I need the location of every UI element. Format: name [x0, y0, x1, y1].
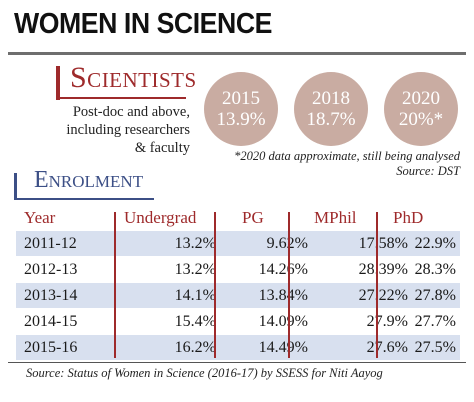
cell-undergrad: 15.4%: [174, 312, 216, 330]
scientists-source: Source: DST: [396, 164, 460, 178]
cell-pg: 14.26%: [258, 260, 308, 278]
cell-year: 2013-14: [24, 286, 78, 304]
stat-value: 13.9%: [216, 109, 266, 130]
cell-year: 2011-12: [24, 234, 77, 252]
stat-circle-2015: 2015 13.9%: [204, 72, 278, 146]
cell-year: 2014-15: [24, 312, 78, 330]
enrolment-heading: Enrolment: [34, 167, 144, 193]
cell-undergrad: 14.1%: [174, 286, 216, 304]
scientists-note: *2020 data approximate, still being anal…: [160, 149, 460, 179]
cell-undergrad: 16.2%: [174, 338, 216, 356]
stat-circle-2018: 2018 18.7%: [294, 72, 368, 146]
column-divider: [376, 212, 378, 358]
column-header-phd: PhD: [393, 208, 424, 227]
description-line: Post-doc and above,: [72, 104, 190, 120]
cell-mphil: 17.58%: [358, 234, 408, 252]
table-row: 2014-15 15.4% 14.09% 27.9% 27.7%: [16, 308, 460, 334]
infographic: [8, 4, 466, 396]
column-header-mphil: MPhil: [314, 208, 357, 227]
cell-mphil: 28.39%: [358, 260, 408, 278]
column-header-undergrad: Undergrad: [124, 208, 197, 227]
description-line: including researchers: [66, 122, 190, 138]
stat-year: 2020: [402, 88, 440, 109]
stat-year: 2018: [312, 88, 350, 109]
column-divider: [288, 212, 290, 358]
stat-year: 2015: [222, 88, 260, 109]
stat-value: 20%*: [398, 109, 444, 130]
stat-value: 18.7%: [306, 109, 356, 130]
table-row: 2012-13 13.2% 14.26% 28.39% 28.3%: [16, 256, 460, 282]
description-line: & faculty: [134, 140, 190, 156]
cell-phd: 27.7%: [414, 312, 456, 330]
cell-pg: 14.49%: [258, 338, 308, 356]
cell-phd: 28.3%: [414, 260, 456, 278]
cell-mphil: 27.22%: [358, 286, 408, 304]
footer-divider: [8, 362, 466, 363]
column-divider: [114, 212, 116, 358]
cell-phd: 27.5%: [414, 338, 456, 356]
cell-year: 2012-13: [24, 260, 78, 278]
table-row: 2013-14 14.1% 13.84% 27.22% 27.8%: [16, 282, 460, 308]
cell-pg: 9.62%: [216, 231, 308, 256]
cell-undergrad: 13.2%: [174, 234, 216, 252]
table-header-row: Year Undergrad PG MPhil PhD: [16, 206, 460, 230]
column-header-pg: PG: [242, 208, 264, 227]
scientists-underline: [56, 97, 186, 99]
cell-phd: 27.8%: [414, 286, 456, 304]
source-credit: Source: Status of Women in Science (2016…: [26, 366, 383, 380]
title-divider: [8, 52, 466, 55]
column-header-year: Year: [24, 208, 56, 227]
cell-year: 2015-16: [24, 338, 78, 356]
scientists-heading: Scientists: [70, 61, 197, 94]
table-row: 2011-12 13.2% 9.62% 17.58% 22.9%: [16, 230, 460, 256]
cell-phd: 22.9%: [414, 234, 456, 252]
column-divider: [214, 212, 216, 358]
footnote: *2020 data approximate, still being anal…: [234, 149, 460, 163]
scientists-description: Post-doc and above, including researcher…: [56, 103, 190, 157]
stat-circle-2020: 2020 20%*: [384, 72, 458, 146]
table-row: 2015-16 16.2% 14.49% 27.6% 27.5%: [16, 334, 460, 360]
page-title: WOMEN IN SCIENCE: [14, 8, 272, 40]
enrolment-table: Year Undergrad PG MPhil PhD 2011-12 13.2…: [16, 206, 460, 360]
enrolment-underline: [14, 198, 154, 200]
scientists-accent-bar: [56, 66, 60, 100]
cell-pg: 14.09%: [258, 312, 308, 330]
cell-pg: 13.84%: [258, 286, 308, 304]
cell-undergrad: 13.2%: [174, 260, 216, 278]
enrolment-accent-bar: [14, 173, 17, 199]
